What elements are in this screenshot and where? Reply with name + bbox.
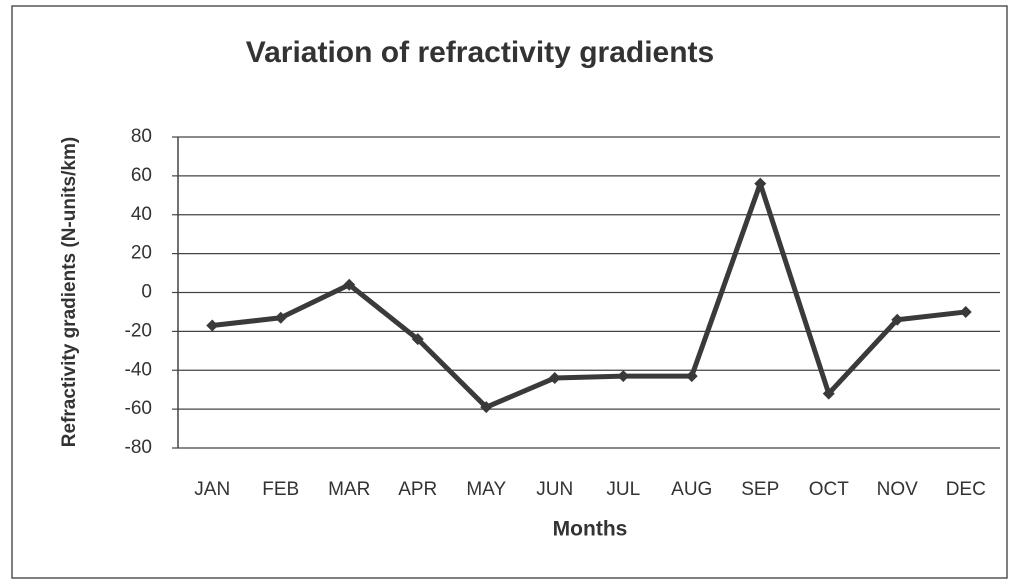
data-point xyxy=(891,313,904,326)
x-tick-label: OCT xyxy=(809,479,850,500)
data-point xyxy=(274,311,287,324)
x-tick-label: NOV xyxy=(877,479,919,500)
data-point xyxy=(959,305,972,318)
data-point xyxy=(548,372,561,385)
data-point xyxy=(343,278,356,291)
x-tick-label: JUL xyxy=(606,479,640,500)
y-tick-label: -20 xyxy=(125,320,152,341)
data-point xyxy=(617,370,630,383)
x-tick-label: AUG xyxy=(671,479,712,500)
data-point xyxy=(206,319,219,332)
y-tick-label: -40 xyxy=(125,359,152,380)
y-axis-label: Refractivity gradients (N-units/km) xyxy=(59,137,80,447)
x-tick-label: SEP xyxy=(741,479,779,500)
x-tick-label: APR xyxy=(398,479,437,500)
x-tick-label: JAN xyxy=(194,479,230,500)
x-tick-label: DEC xyxy=(946,479,986,500)
x-tick-label: MAY xyxy=(466,479,506,500)
y-tick-label: 20 xyxy=(131,243,152,264)
chart-title: Variation of refractivity gradients xyxy=(246,36,714,69)
x-tick-label: JUN xyxy=(536,479,573,500)
data-point xyxy=(822,387,835,400)
data-point xyxy=(411,333,424,346)
y-tick-label: -60 xyxy=(125,398,152,419)
data-point xyxy=(754,177,767,190)
data-point xyxy=(685,370,698,383)
y-tick-label: 40 xyxy=(131,204,152,225)
data-point xyxy=(480,401,493,414)
y-tick-label: -80 xyxy=(125,437,152,458)
x-tick-label: MAR xyxy=(328,479,370,500)
y-tick-label: 0 xyxy=(141,282,152,303)
y-tick-label: 60 xyxy=(131,165,152,186)
data-line xyxy=(211,181,967,410)
y-tick-label: 80 xyxy=(131,126,152,147)
x-axis-label: Months xyxy=(553,518,628,541)
x-tick-label: FEB xyxy=(262,479,299,500)
